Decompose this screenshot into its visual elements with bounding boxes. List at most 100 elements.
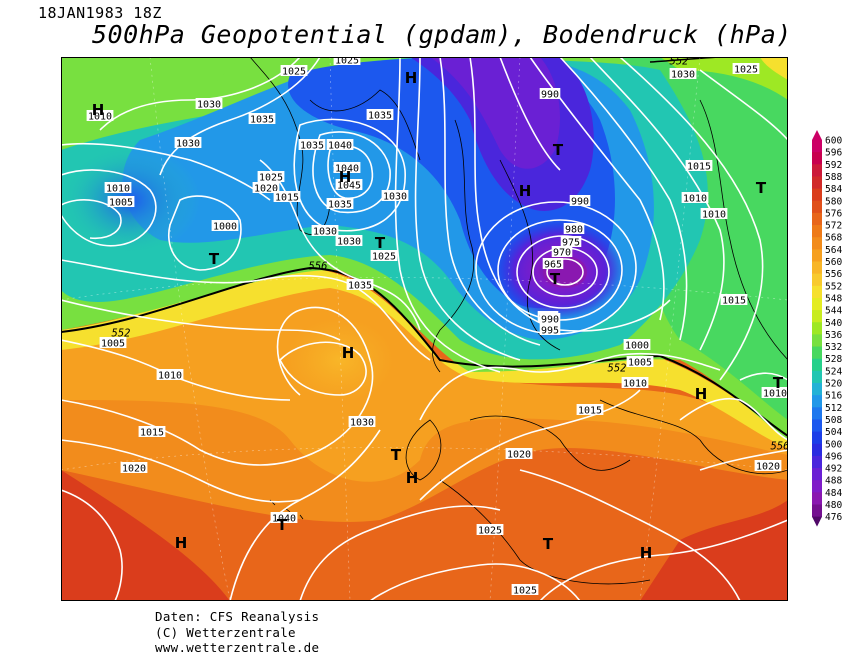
colorbar-swatch <box>812 188 822 202</box>
footer-website[interactable]: www.wetterzentrale.de <box>155 640 320 655</box>
isobar-label-bg <box>366 109 394 120</box>
isobar-label: 1035 <box>298 139 326 152</box>
isobar-label-bg <box>333 162 361 173</box>
isobar-label-text: 965 <box>544 260 562 271</box>
isobar-label-text: 1025 <box>282 67 306 78</box>
isobar-label-bg <box>381 190 409 201</box>
isobar-label-bg <box>621 377 649 388</box>
low-pressure-center: T <box>209 250 220 268</box>
isobar-label: 1020 <box>754 460 782 473</box>
colorbar-tick-label: 480 <box>825 500 842 511</box>
isobar-label-text: 1020 <box>122 464 146 475</box>
colorbar-swatch <box>812 140 822 153</box>
isobar-label-bg <box>348 416 376 427</box>
isobar-label: 1015 <box>138 426 166 439</box>
field-green-east <box>620 57 788 420</box>
graticule <box>61 57 788 601</box>
isobar-label-text: 1030 <box>337 237 361 248</box>
isobar-label: 1025 <box>511 584 539 597</box>
isobar-label-text: 1000 <box>213 222 237 233</box>
colorbar-tick-label: 544 <box>825 306 842 317</box>
colorbar-tick-label: 476 <box>825 512 842 523</box>
isobar-label-text: 980 <box>565 225 583 236</box>
isobar-label-text: 1025 <box>372 252 396 263</box>
isobar-label: 1005 <box>99 337 127 350</box>
colorbar-swatch <box>812 297 822 311</box>
isobar-label-text: 1005 <box>628 358 652 369</box>
colorbar-top-arrow <box>812 130 822 140</box>
field-red-southwest <box>61 470 230 601</box>
isobar-label-bg <box>156 369 184 380</box>
isobar-label-text: 1025 <box>478 526 502 537</box>
colorbar-tick-label: 552 <box>825 281 842 292</box>
isobar-label-bg <box>211 220 239 231</box>
isobar-label-bg <box>270 512 298 523</box>
colorbar-swatch <box>812 334 822 348</box>
high-pressure-center-text: H <box>92 101 105 119</box>
colorbar-swatch <box>812 152 822 165</box>
isobar-label-bg <box>551 246 573 257</box>
isobar-label: 1040 <box>270 512 298 525</box>
colorbar-swatch <box>812 395 822 408</box>
isobar-label-bg <box>370 250 398 261</box>
isobar-label-bg <box>335 235 363 246</box>
colorbar-swatch <box>812 480 822 493</box>
isobar-label-bg <box>280 65 308 76</box>
field-orange-high <box>250 290 430 430</box>
colorbar-swatch <box>812 370 822 384</box>
isobar-label: 1000 <box>623 339 651 352</box>
isobar-label: 1010 <box>156 369 184 382</box>
isobar-label: 980 <box>563 223 585 236</box>
colorbar-swatch <box>812 383 822 396</box>
isobar-label: 1035 <box>248 113 276 126</box>
colorbar-tick-label: 600 <box>825 136 842 147</box>
low-pressure-center-text: T <box>553 141 564 159</box>
colorbar-bottom-arrow <box>812 516 822 527</box>
isobar-label-text: 1015 <box>722 296 746 307</box>
isobar-label-text: 1025 <box>335 57 359 67</box>
isobar-label-text: 1030 <box>313 227 337 238</box>
high-pressure-center: H <box>342 344 355 362</box>
colorbar-tick-label: 520 <box>825 379 842 390</box>
isobar-label: 1015 <box>576 404 604 417</box>
isobar-label: 1020 <box>120 462 148 475</box>
isobar-label-text: 1015 <box>687 162 711 173</box>
map-title: 500hPa Geopotential (gpdam), Bodendruck … <box>92 20 792 49</box>
low-pressure-center: T <box>543 535 554 553</box>
isobar-label-text: 1035 <box>368 111 392 122</box>
isobar-label-text: 1015 <box>578 406 602 417</box>
low-pressure-center: T <box>773 374 784 392</box>
high-pressure-center: H <box>175 534 188 552</box>
geopotential-label-text: 552 <box>112 328 131 340</box>
colorbar-tick-label: 532 <box>825 342 842 353</box>
isobar-label-bg <box>539 324 561 335</box>
colorbar-swatch <box>812 200 822 214</box>
isobar-label-text: 1035 <box>250 115 274 126</box>
colorbar-tick-label: 496 <box>825 451 842 462</box>
colorbar-swatch <box>812 176 822 190</box>
colorbar-tick-label: 508 <box>825 415 842 426</box>
isobar-label-bg <box>623 339 651 350</box>
colorbar-tick-label: 556 <box>825 269 842 280</box>
isobar-label-bg <box>563 223 585 234</box>
colorbar-swatch <box>812 261 822 275</box>
colorbar-swatch <box>812 443 822 457</box>
field-yellow-corner <box>760 57 788 80</box>
high-pressure-center-text: H <box>519 182 532 200</box>
isobar-label-text: 1045 <box>337 181 361 192</box>
high-pressure-center: H <box>339 168 352 186</box>
colorbar-tick-label: 540 <box>825 318 842 329</box>
colorbar-tick-label: 504 <box>825 427 842 438</box>
colorbar <box>812 130 822 527</box>
isobar-label-text: 1035 <box>348 281 372 292</box>
isobar-label-bg <box>248 113 276 124</box>
isobar-label-text: 1015 <box>275 193 299 204</box>
isobar-label-bg <box>326 198 354 209</box>
isobar-label-text: 1030 <box>350 418 374 429</box>
low-pressure-center-text: T <box>756 179 767 197</box>
colorbar-swatch <box>812 322 822 335</box>
low-pressure-center-text: T <box>550 270 561 288</box>
isobar-label-text: 1010 <box>88 112 112 123</box>
geopotential-label-text: 556 <box>309 261 328 273</box>
low-pressure-center-text: T <box>375 234 386 252</box>
